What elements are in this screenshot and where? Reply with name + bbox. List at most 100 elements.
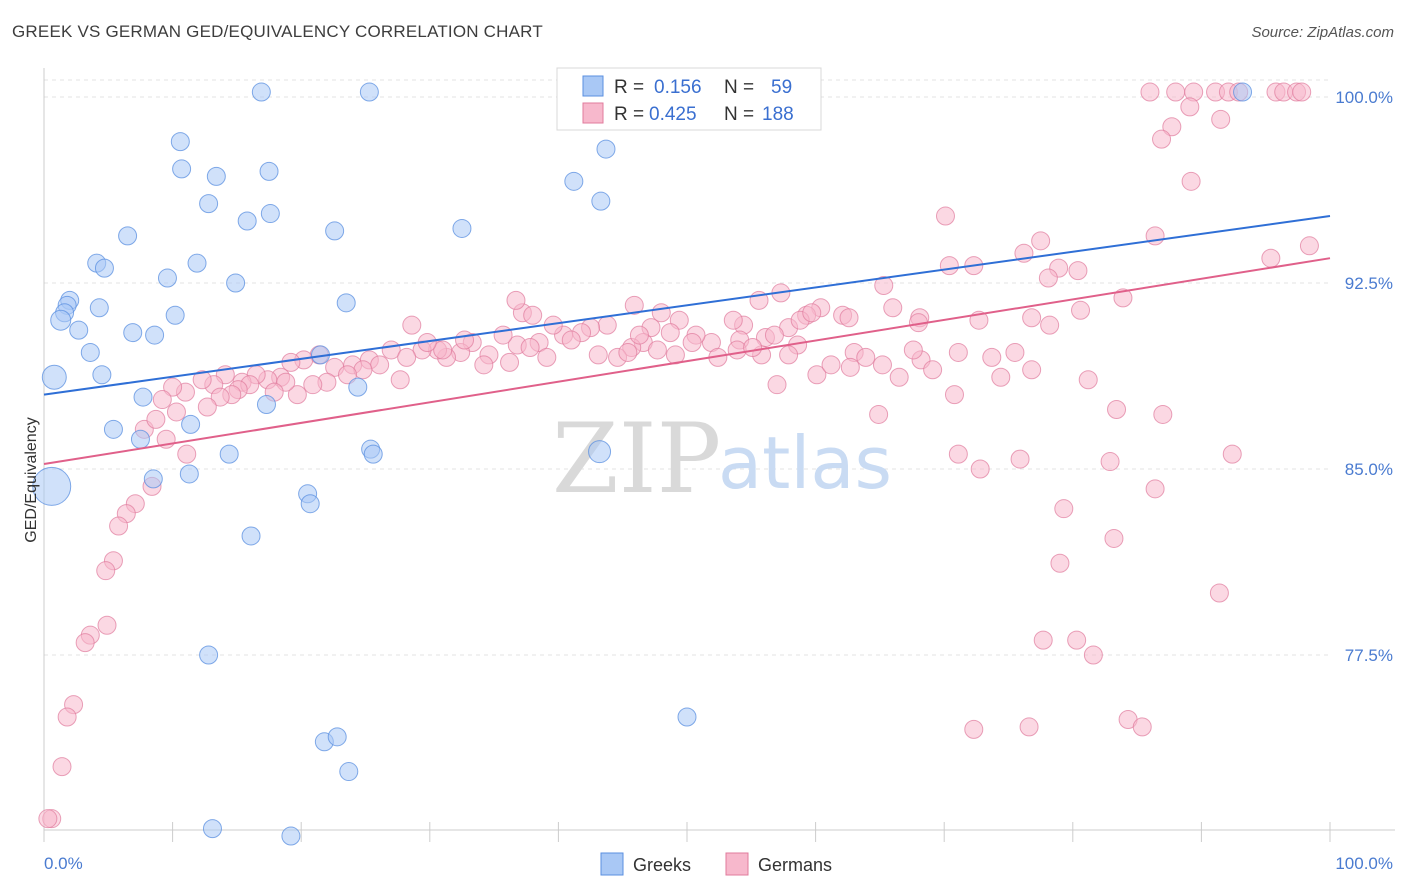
germans-point-38 bbox=[1040, 315, 1060, 335]
germans-point-117 bbox=[743, 337, 763, 357]
bottom-legend-label-germans: Germans bbox=[758, 855, 832, 875]
germans-point-125 bbox=[561, 330, 581, 350]
germans-point-169 bbox=[1033, 630, 1053, 650]
greeks-point-39 bbox=[256, 395, 276, 415]
germans-point-185 bbox=[802, 303, 822, 323]
y-axis-label: GED/Equivalency bbox=[23, 417, 40, 542]
germans-point-178 bbox=[821, 355, 841, 375]
greeks-point-34 bbox=[92, 365, 112, 385]
germans-point-116 bbox=[764, 325, 784, 345]
germans-point-176 bbox=[506, 290, 526, 310]
legend-swatch-germans bbox=[582, 102, 604, 124]
greeks-point-40 bbox=[103, 419, 123, 439]
germans-point-123 bbox=[618, 342, 638, 362]
greeks-point-52 bbox=[32, 466, 72, 506]
greeks-point-27 bbox=[50, 309, 72, 331]
y-tick-label-0: 77.5% bbox=[1345, 646, 1393, 665]
germans-point-102 bbox=[57, 707, 77, 727]
germans-point-49 bbox=[660, 323, 680, 343]
germans-point-131 bbox=[433, 340, 453, 360]
germans-point-0 bbox=[1140, 82, 1160, 102]
greeks-point-54 bbox=[677, 707, 697, 727]
greeks-point-56 bbox=[327, 727, 347, 747]
bottom-legend-label-greeks: Greeks bbox=[633, 855, 691, 875]
top-legend: R = 0.156 N = 59 R = 0.425 N = 188 bbox=[556, 67, 822, 131]
greeks-point-51 bbox=[241, 526, 261, 546]
greeks-point-7 bbox=[206, 166, 226, 186]
germans-point-14 bbox=[1181, 171, 1201, 191]
greeks-point-46 bbox=[588, 440, 612, 464]
germans-point-168 bbox=[1209, 583, 1229, 603]
germans-point-113 bbox=[840, 357, 860, 377]
greeks-point-19 bbox=[94, 258, 114, 278]
germans-point-69 bbox=[402, 315, 422, 335]
germans-point-164 bbox=[1145, 479, 1165, 499]
greeks-point-4 bbox=[1233, 82, 1253, 102]
germans-point-156 bbox=[1078, 370, 1098, 390]
germans-point-135 bbox=[370, 355, 390, 375]
greeks-point-0 bbox=[251, 82, 271, 102]
greeks-point-8 bbox=[259, 161, 279, 181]
greeks-point-10 bbox=[237, 211, 257, 231]
germans-point-130 bbox=[455, 330, 475, 350]
germans-point-182 bbox=[839, 308, 859, 328]
greeks-point-6 bbox=[172, 159, 192, 179]
germans-point-97 bbox=[96, 561, 116, 581]
germans-point-157 bbox=[1107, 399, 1127, 419]
greeks-point-42 bbox=[181, 414, 201, 434]
legend-n-value-greeks: 59 bbox=[771, 77, 792, 98]
germans-point-134 bbox=[390, 370, 410, 390]
germans-point-173 bbox=[1019, 717, 1039, 737]
greeks-point-16 bbox=[591, 191, 611, 211]
germans-point-12 bbox=[1162, 117, 1182, 137]
germans-point-91 bbox=[177, 444, 197, 464]
germans-point-151 bbox=[1005, 342, 1025, 362]
germans-point-83 bbox=[192, 370, 212, 390]
bottom-legend-swatch-greeks bbox=[600, 852, 624, 876]
greeks-point-1 bbox=[359, 82, 379, 102]
germans-point-150 bbox=[903, 340, 923, 360]
germans-point-11 bbox=[1211, 109, 1231, 129]
legend-n-value-germans: 188 bbox=[762, 104, 794, 125]
germans-point-153 bbox=[869, 404, 889, 424]
germans-point-23 bbox=[1068, 261, 1088, 281]
trend-lines bbox=[43, 215, 1331, 466]
tick-labels: 77.5% 85.0% 92.5% 100.0% 0.0% 100.0% bbox=[44, 88, 1393, 873]
germans-point-88 bbox=[146, 409, 166, 429]
germans-point-21 bbox=[939, 256, 959, 276]
germans-point-165 bbox=[1054, 499, 1074, 519]
bottom-legend: Greeks Germans bbox=[600, 852, 832, 876]
germans-point-110 bbox=[948, 342, 968, 362]
germans-point-85 bbox=[163, 377, 183, 397]
germans-point-137 bbox=[337, 365, 357, 385]
germans-point-16 bbox=[1031, 231, 1051, 251]
greeks-point-22 bbox=[226, 273, 246, 293]
greeks-point-32 bbox=[336, 293, 356, 313]
germans-point-19 bbox=[1261, 248, 1281, 268]
greeks-point-11 bbox=[260, 204, 280, 224]
y-tick-label-2: 92.5% bbox=[1345, 274, 1393, 293]
greeks-point-14 bbox=[564, 171, 584, 191]
germans-point-40 bbox=[624, 295, 644, 315]
germans-point-133 bbox=[397, 347, 417, 367]
germans-point-89 bbox=[166, 402, 186, 422]
greeks-point-13 bbox=[452, 218, 472, 238]
germans-point-158 bbox=[1153, 404, 1173, 424]
greeks-point-21 bbox=[187, 253, 207, 273]
greeks-point-45 bbox=[363, 444, 383, 464]
germans-point-127 bbox=[520, 337, 540, 357]
legend-swatch-greeks bbox=[582, 75, 604, 97]
germans-point-1 bbox=[1166, 82, 1186, 102]
legend-n-label-greeks: N = bbox=[724, 77, 754, 98]
legend-r-label-greeks: R = bbox=[614, 77, 644, 98]
germans-point-27 bbox=[1038, 268, 1058, 288]
legend-n-label-germans: N = bbox=[724, 104, 754, 125]
germans-point-149 bbox=[856, 347, 876, 367]
greeks-point-33 bbox=[80, 342, 100, 362]
greeks-point-53 bbox=[199, 645, 219, 665]
germans-point-140 bbox=[287, 385, 307, 405]
germans-point-86 bbox=[152, 390, 172, 410]
germans-point-152 bbox=[991, 367, 1011, 387]
germans-point-175 bbox=[1132, 717, 1152, 737]
